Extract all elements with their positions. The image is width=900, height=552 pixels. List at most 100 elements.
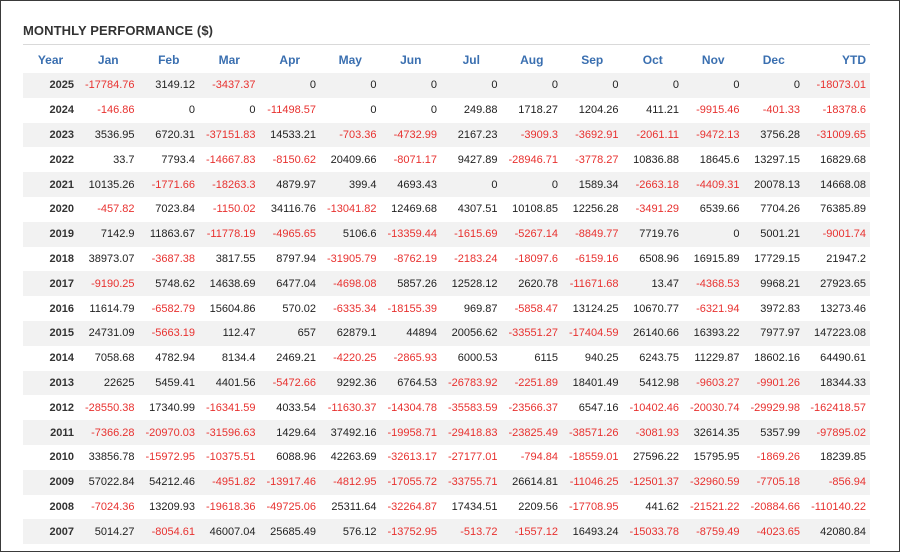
year-cell: 2021 xyxy=(23,172,78,197)
month-value-cell: 7023.84 xyxy=(138,196,199,222)
table-row: 2018 38973.07 -3687.38 3817.55 8797.94 -31905… xyxy=(23,246,870,272)
month-value-cell: 12528.12 xyxy=(441,271,502,297)
month-value-cell: 4307.51 xyxy=(441,196,502,222)
month-value-cell: -31905.79 xyxy=(320,246,381,272)
month-value-cell: -7705.18 xyxy=(743,469,804,495)
month-value-cell: 10836.88 xyxy=(622,147,683,173)
month-value-cell: 399.4 xyxy=(320,172,381,197)
table-row: 2020 -457.82 7023.84 -1150.02 34116.76 -13041… xyxy=(23,196,870,222)
month-value-cell: -2663.18 xyxy=(622,172,683,197)
ytd-cell: 64490.61 xyxy=(804,345,870,371)
column-header-year[interactable]: Year xyxy=(37,53,64,67)
column-header-jun[interactable]: Jun xyxy=(400,53,422,67)
month-value-cell: 4782.94 xyxy=(138,345,199,371)
month-value-cell: -4951.82 xyxy=(199,469,260,495)
month-value-cell: 5857.26 xyxy=(380,271,441,297)
month-value-cell: -6159.16 xyxy=(562,246,623,272)
month-value-cell: 0 xyxy=(622,73,683,98)
column-header-may[interactable]: May xyxy=(338,53,362,67)
month-value-cell: -31596.63 xyxy=(199,420,260,445)
month-value-cell: 3149.12 xyxy=(138,73,199,98)
month-value-cell: -3687.38 xyxy=(138,246,199,272)
column-header-mar[interactable]: Mar xyxy=(218,53,240,67)
month-value-cell: 3972.83 xyxy=(743,296,804,321)
month-value-cell: 3817.55 xyxy=(199,246,260,272)
month-value-cell: 16393.22 xyxy=(683,320,744,346)
month-value-cell: -5858.47 xyxy=(501,296,562,321)
column-header-dec[interactable]: Dec xyxy=(762,53,785,67)
month-value-cell: -2183.24 xyxy=(441,246,502,272)
table-body: 2025 -17784.76 3149.12 -3437.37 0 0 0 0 0 0 0 0 0 -18… xyxy=(23,73,870,545)
month-value-cell: -1615.69 xyxy=(441,221,502,247)
year-cell: 2008 xyxy=(23,494,78,520)
month-value-cell: -9190.25 xyxy=(78,271,139,297)
month-value-cell: -18097.6 xyxy=(501,246,562,272)
month-value-cell: -23825.49 xyxy=(501,420,562,445)
month-value-cell: 13209.93 xyxy=(138,494,199,520)
year-cell: 2007 xyxy=(23,519,78,545)
month-value-cell: -703.36 xyxy=(320,122,381,148)
column-header-feb[interactable]: Feb xyxy=(158,53,180,67)
year-cell: 2023 xyxy=(23,122,78,148)
month-value-cell: -5663.19 xyxy=(138,320,199,346)
month-value-cell: 13.47 xyxy=(622,271,683,297)
month-value-cell: 26614.81 xyxy=(501,469,562,495)
month-value-cell: 0 xyxy=(562,73,623,98)
month-value-cell: -457.82 xyxy=(78,196,139,222)
month-value-cell: -2865.93 xyxy=(380,345,441,371)
month-value-cell: 33.7 xyxy=(78,147,139,173)
month-value-cell: -4023.65 xyxy=(743,519,804,545)
month-value-cell: 5001.21 xyxy=(743,221,804,247)
ytd-cell: 21947.2 xyxy=(804,246,870,272)
month-value-cell: -8071.17 xyxy=(380,147,441,173)
year-cell: 2013 xyxy=(23,370,78,396)
month-value-cell: 6000.53 xyxy=(441,345,502,371)
column-header-jul[interactable]: Jul xyxy=(462,53,480,67)
month-value-cell: 18602.16 xyxy=(743,345,804,371)
month-value-cell: -19618.36 xyxy=(199,494,260,520)
month-value-cell: 6243.75 xyxy=(622,345,683,371)
year-cell: 2014 xyxy=(23,345,78,371)
year-cell: 2010 xyxy=(23,444,78,470)
month-value-cell: -11630.37 xyxy=(320,395,381,421)
month-value-cell: 0 xyxy=(683,221,744,247)
month-value-cell: 11229.87 xyxy=(683,345,744,371)
month-value-cell: 0 xyxy=(501,73,562,98)
month-value-cell: -3909.3 xyxy=(501,122,562,148)
column-header-apr[interactable]: Apr xyxy=(279,53,301,67)
month-value-cell: 657 xyxy=(259,320,320,346)
month-value-cell: -12501.37 xyxy=(622,469,683,495)
month-value-cell: 18645.6 xyxy=(683,147,744,173)
month-value-cell: 7058.68 xyxy=(78,345,139,371)
month-value-cell: 54212.46 xyxy=(138,469,199,495)
month-value-cell: -13752.95 xyxy=(380,519,441,545)
month-value-cell: 20409.66 xyxy=(320,147,381,173)
year-cell: 2024 xyxy=(23,97,78,123)
month-value-cell: 0 xyxy=(501,172,562,197)
month-value-cell: 4033.54 xyxy=(259,395,320,421)
column-header-oct[interactable]: Oct xyxy=(642,53,663,67)
ytd-cell: 16829.68 xyxy=(804,147,870,173)
month-value-cell: 34116.76 xyxy=(259,196,320,222)
month-value-cell: -8849.77 xyxy=(562,221,623,247)
month-value-cell: -4698.08 xyxy=(320,271,381,297)
table-row: 2023 3536.95 6720.31 -37151.83 14533.21 -703.… xyxy=(23,122,870,148)
column-header-jan[interactable]: Jan xyxy=(97,53,119,67)
table-row: 2019 7142.9 11863.67 -11778.19 -4965.65 5106.… xyxy=(23,221,870,247)
month-value-cell: -1557.12 xyxy=(501,519,562,545)
column-header-sep[interactable]: Sep xyxy=(581,53,604,67)
table-row: 2007 5014.27 -8054.61 46007.04 25685.49 576.1… xyxy=(23,519,870,545)
column-header-aug[interactable]: Aug xyxy=(520,53,544,67)
month-value-cell: 10108.85 xyxy=(501,196,562,222)
month-value-cell: 4693.43 xyxy=(380,172,441,197)
month-value-cell: 44894 xyxy=(380,320,441,346)
ytd-cell: -856.94 xyxy=(804,469,870,495)
table-row: 2010 33856.78 -15972.95 -10375.51 6088.96 422… xyxy=(23,444,870,470)
column-header-nov[interactable]: Nov xyxy=(701,53,725,67)
month-value-cell: 5357.99 xyxy=(743,420,804,445)
month-value-cell: -4732.99 xyxy=(380,122,441,148)
year-cell: 2022 xyxy=(23,147,78,173)
month-value-cell: 112.47 xyxy=(199,320,260,346)
month-value-cell: 0 xyxy=(320,73,381,98)
column-header-ytd[interactable]: YTD xyxy=(842,53,866,67)
